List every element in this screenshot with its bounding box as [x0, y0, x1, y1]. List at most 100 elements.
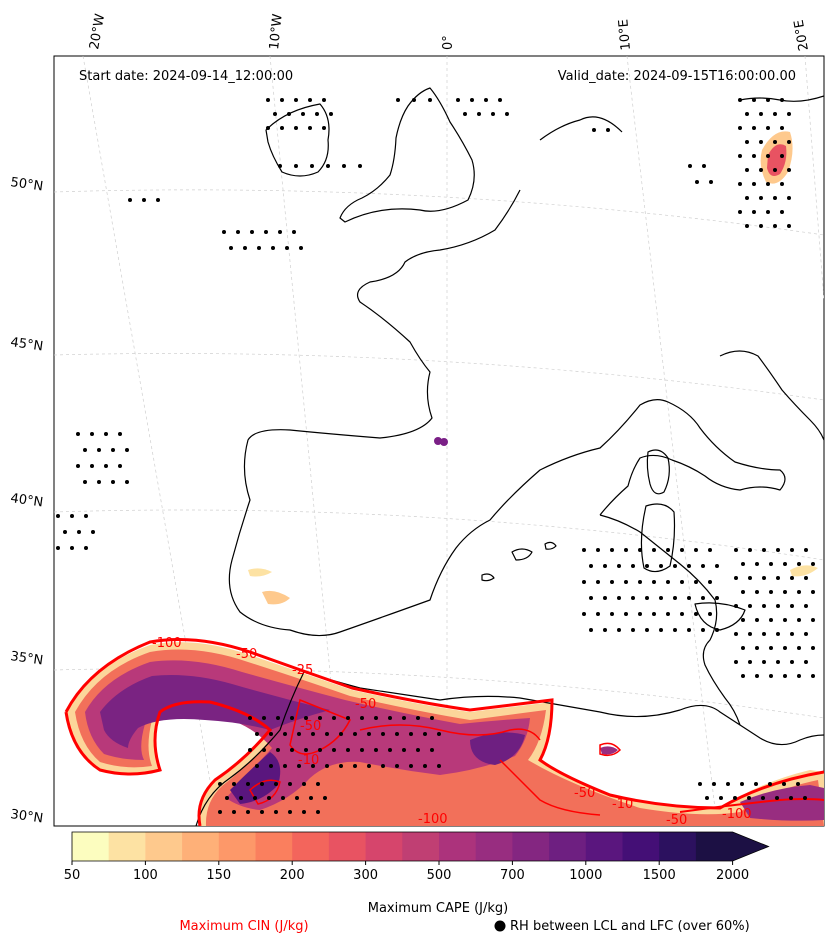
rh-dot	[606, 128, 610, 132]
rh-dot	[610, 580, 614, 584]
colorbar-segment	[365, 832, 403, 861]
rh-dot	[755, 590, 759, 594]
rh-dot	[762, 632, 766, 636]
rh-dot	[687, 596, 691, 600]
rh-dot	[260, 810, 264, 814]
latitude-labels: 50°N 45°N 40°N 35°N 30°N	[9, 175, 44, 826]
rh-dot	[759, 168, 763, 172]
rh-dot	[353, 764, 357, 768]
rh-dot	[325, 732, 329, 736]
rh-dot	[766, 210, 770, 214]
rh-dot	[63, 530, 67, 534]
rh-dot	[783, 562, 787, 566]
rh-dot	[741, 590, 745, 594]
rh-dot	[759, 196, 763, 200]
rh-dot	[631, 564, 635, 568]
rh-dot	[752, 126, 756, 130]
rh-dot	[316, 782, 320, 786]
rh-dot	[253, 796, 257, 800]
contour-label: -25	[292, 663, 313, 678]
rh-dot	[734, 632, 738, 636]
rh-dot	[695, 180, 699, 184]
rh-dot	[477, 112, 481, 116]
lon-label: 20°W	[87, 13, 108, 51]
rh-dot	[402, 716, 406, 720]
rh-dot	[694, 548, 698, 552]
rh-dot	[748, 548, 752, 552]
rh-dot	[332, 716, 336, 720]
rh-dot	[688, 164, 692, 168]
rh-dot	[762, 660, 766, 664]
rh-dot	[292, 230, 296, 234]
lat-label: 45°N	[9, 335, 44, 354]
rh-dot	[243, 246, 247, 250]
rh-dot	[652, 548, 656, 552]
rh-dot	[437, 732, 441, 736]
rh-dot	[596, 612, 600, 616]
rh-dot	[687, 628, 691, 632]
rh-dot	[797, 646, 801, 650]
rh-dots	[56, 98, 815, 814]
colorbar-tick-label: 150	[206, 868, 231, 883]
rh-dot	[267, 796, 271, 800]
rh-dot	[708, 612, 712, 616]
lat-label: 40°N	[9, 491, 44, 510]
rh-dot	[239, 796, 243, 800]
rh-dot	[111, 448, 115, 452]
rh-dot	[790, 576, 794, 580]
contour-label: -10	[298, 753, 319, 768]
rh-dot	[645, 564, 649, 568]
rh-dot	[285, 246, 289, 250]
rh-dot	[274, 810, 278, 814]
rh-dot	[741, 674, 745, 678]
rh-dot	[339, 732, 343, 736]
colorbar-segment	[182, 832, 220, 861]
rh-dot	[803, 796, 807, 800]
rh-dot	[796, 782, 800, 786]
rh-dot	[250, 230, 254, 234]
colorbar-segment	[255, 832, 293, 861]
rh-dot	[734, 660, 738, 664]
rh-dot	[780, 98, 784, 102]
rh-dot	[266, 98, 270, 102]
rh-dot	[255, 764, 259, 768]
rh-dot	[484, 98, 488, 102]
rh-dot	[582, 612, 586, 616]
rh-dot	[430, 748, 434, 752]
rh-dot	[374, 748, 378, 752]
colorbar-tick-label: 300	[353, 868, 378, 883]
rh-dot	[761, 796, 765, 800]
colorbar-segment	[475, 832, 513, 861]
rh-dot	[412, 98, 416, 102]
cin-legend-label: Maximum CIN (J/kg)	[179, 919, 308, 934]
rh-dot	[617, 564, 621, 568]
rh-dot	[759, 140, 763, 144]
rh-dot	[310, 164, 314, 168]
colorbar-tick-label: 200	[280, 868, 305, 883]
rh-dot	[783, 674, 787, 678]
rh-dot	[748, 660, 752, 664]
rh-dot	[309, 796, 313, 800]
rh-dot	[416, 716, 420, 720]
rh-dot	[83, 480, 87, 484]
colorbar-segment	[328, 832, 367, 861]
rh-dot	[701, 596, 705, 600]
rh-dot	[747, 796, 751, 800]
rh-dot	[780, 126, 784, 130]
rh-dot	[603, 564, 607, 568]
rh-dot	[273, 112, 277, 116]
rh-dot	[603, 628, 607, 632]
rh-dot	[83, 448, 87, 452]
colorbar-segment	[108, 832, 146, 861]
location-marker	[440, 438, 448, 446]
colorbar-segment	[439, 832, 477, 861]
rh-legend-dot	[494, 920, 506, 932]
rh-dot	[262, 716, 266, 720]
rh-dot	[638, 580, 642, 584]
colorbar-segment	[585, 832, 623, 861]
rh-dot	[232, 810, 236, 814]
rh-dot	[773, 112, 777, 116]
rh-dot	[596, 580, 600, 584]
rh-dot	[804, 604, 808, 608]
colorbar-segment	[695, 832, 734, 861]
